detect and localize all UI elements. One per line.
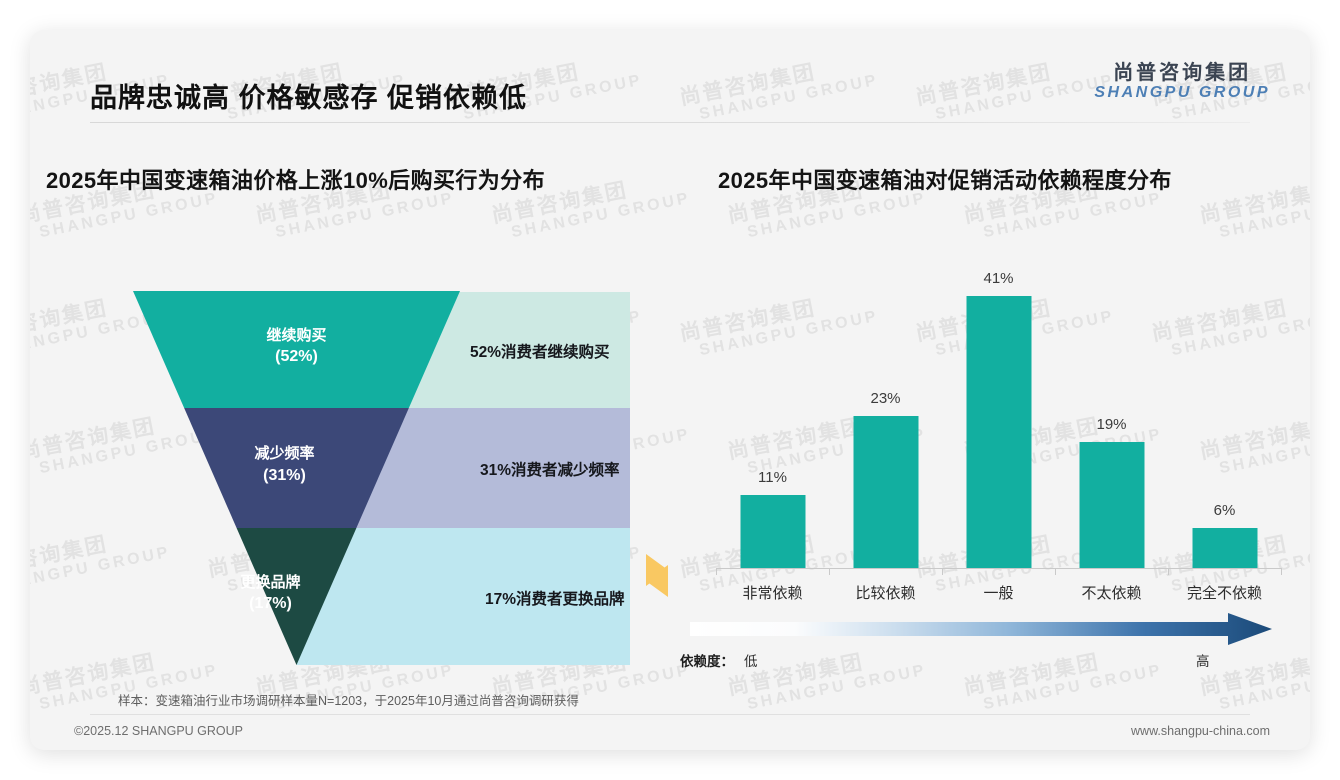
axis-tick <box>1055 568 1056 575</box>
axis-tick <box>716 568 717 575</box>
bar[interactable] <box>1079 442 1144 568</box>
slide-header: 品牌忠诚高 价格敏感存 促销依赖低 尚普咨询集团 SHANGPU GROUP <box>30 30 1310 124</box>
funnel-segment <box>133 291 460 408</box>
bar-chart-title: 2025年中国变速箱油对促销活动依赖程度分布 <box>718 168 1172 193</box>
bar-plot-area: 11% 23% 41% 19% 6% <box>716 250 1281 568</box>
gradient-arrow-icon <box>690 613 1272 645</box>
funnel-segment-group <box>133 291 460 665</box>
funnel-segment-value: (17%) <box>249 595 292 613</box>
funnel-band <box>460 292 630 408</box>
bar-category-label: 不太依赖 <box>1081 585 1142 602</box>
bar-column: 11% <box>716 250 829 568</box>
bar[interactable] <box>966 296 1031 568</box>
funnel-band-group <box>296 292 630 665</box>
funnel-segment-value: (31%) <box>263 466 306 484</box>
bar-value-label: 11% <box>758 469 787 487</box>
axis-tick <box>942 568 943 575</box>
funnel-band <box>460 528 630 665</box>
header-divider <box>90 122 1250 123</box>
funnel-segment <box>184 408 409 528</box>
axis-tick <box>829 568 830 575</box>
funnel-graphic <box>133 291 630 665</box>
bar[interactable] <box>1192 528 1257 568</box>
copyright-text: ©2025.12 SHANGPU GROUP <box>74 724 243 738</box>
bar-category-label: 比较依赖 <box>855 585 916 602</box>
bar-column: 19% <box>1055 250 1168 568</box>
funnel-segment <box>236 528 357 665</box>
bar-axis-line <box>716 568 1281 569</box>
source-note: 样本：变速箱油行业市场调研样本量N=1203，于2025年10月通过尚普咨询调研… <box>118 694 579 708</box>
bar-column: 41% <box>942 250 1055 568</box>
funnel-chart-title: 2025年中国变速箱油价格上涨10%后购买行为分布 <box>46 168 545 193</box>
bar-value-label: 19% <box>1096 416 1127 434</box>
legend-label: 依赖度： <box>680 654 734 669</box>
slide-card: 尚普咨询集团 SHANGPU GROUP 尚普咨询集团 SHANGPU GROUP 尚普… <box>30 30 1310 750</box>
funnel-segment-name: 更换品牌 <box>240 573 301 591</box>
axis-tick <box>1281 568 1282 575</box>
funnel-segment-label: 继续购买 (52%) <box>227 326 367 369</box>
bar-category-label: 非常依赖 <box>742 585 803 602</box>
funnel-segment-name: 继续购买 <box>266 326 327 344</box>
legend-low-label: 低 <box>744 654 758 669</box>
funnel-band-label: 52%消费者继续购买 <box>470 344 610 361</box>
funnel-band-label: 17%消费者更换品牌 <box>485 590 625 608</box>
bar-category-label: 完全不依赖 <box>1186 585 1262 602</box>
page-title: 品牌忠诚高 价格敏感存 促销依赖低 <box>90 83 528 113</box>
bar-value-label: 23% <box>870 389 901 407</box>
footer-divider <box>90 714 1250 715</box>
funnel-segment-value: (52%) <box>275 348 318 366</box>
dependency-gradient-legend: 依赖度： 低 高 <box>680 608 1280 688</box>
brand-logo-en: SHANGPU GROUP <box>1094 84 1270 102</box>
funnel-segment-label: 减少频率 (31%) <box>215 444 355 487</box>
brand-logo: 尚普咨询集团 SHANGPU GROUP <box>1094 62 1270 102</box>
bar-column: 6% <box>1168 250 1281 568</box>
legend-high-label: 高 <box>1196 654 1210 669</box>
arrow-left-icon <box>646 565 668 597</box>
axis-tick <box>1168 568 1169 575</box>
bar[interactable] <box>740 495 805 568</box>
funnel-segment-name: 减少频率 <box>254 445 315 462</box>
bar[interactable] <box>853 415 918 568</box>
funnel-band-label: 31%消费者减少频率 <box>480 462 620 479</box>
funnel-chart: 继续购买 (52%) 减少频率 (31%) 更换品牌 (17%) 52%消费者继续购买 31… <box>30 230 668 665</box>
bar-chart: 11% 23% 41% 19% 6% 非常依赖 比较依赖 一般 不太依赖 完全不依赖 <box>680 230 1300 650</box>
bar-value-label: 41% <box>983 270 1014 288</box>
bar-value-label: 6% <box>1213 502 1236 520</box>
funnel-band <box>460 408 630 528</box>
funnel-segment-label: 更换品牌 (17%) <box>201 573 341 616</box>
bar-category-label: 一般 <box>983 585 1014 602</box>
website-url[interactable]: www.shangpu-china.com <box>1131 724 1270 738</box>
bar-column: 23% <box>829 250 942 568</box>
brand-logo-cn: 尚普咨询集团 <box>1113 62 1252 84</box>
